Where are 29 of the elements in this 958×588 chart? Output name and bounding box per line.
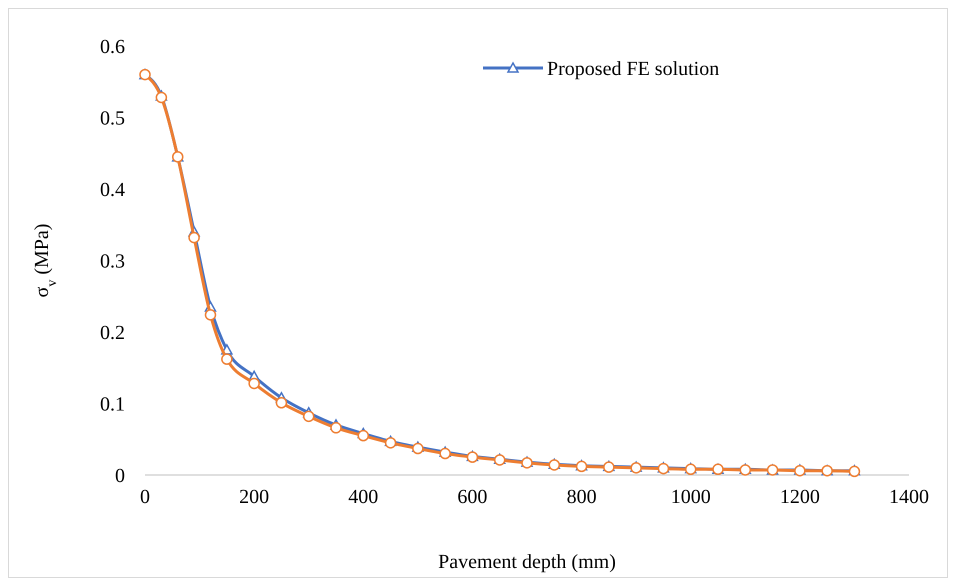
x-axis-title: Pavement depth (mm) xyxy=(438,551,616,573)
x-tick-label: 1000 xyxy=(670,486,711,508)
x-tick-label: 200 xyxy=(239,486,270,508)
point xyxy=(358,430,370,442)
point xyxy=(412,442,424,454)
y-tick-label: 0.4 xyxy=(100,179,125,201)
point xyxy=(384,437,396,449)
x-tick-label: 1400 xyxy=(889,486,929,508)
point xyxy=(330,422,342,434)
point xyxy=(439,448,451,460)
x-tick-label: 0 xyxy=(140,486,150,508)
point xyxy=(276,397,288,409)
point xyxy=(302,410,314,422)
y-tick-label: 0 xyxy=(115,465,125,487)
x-tick-label: 1200 xyxy=(780,486,820,508)
point xyxy=(204,309,216,321)
point xyxy=(188,232,200,244)
x-tick-label: 600 xyxy=(457,486,488,508)
y-tick-label: 0.5 xyxy=(100,108,125,130)
y-tick-label: 0.1 xyxy=(100,394,125,416)
point xyxy=(248,378,260,390)
point xyxy=(221,353,233,365)
y-tick-label: 0.2 xyxy=(100,322,125,344)
y-tick-label: 0.6 xyxy=(100,36,125,58)
x-tick-label: 400 xyxy=(348,486,378,508)
x-tick-label: 800 xyxy=(566,486,597,508)
y-tick-label: 0.3 xyxy=(100,250,125,272)
legend-label: Proposed FE solution xyxy=(547,58,720,80)
point xyxy=(156,92,168,104)
